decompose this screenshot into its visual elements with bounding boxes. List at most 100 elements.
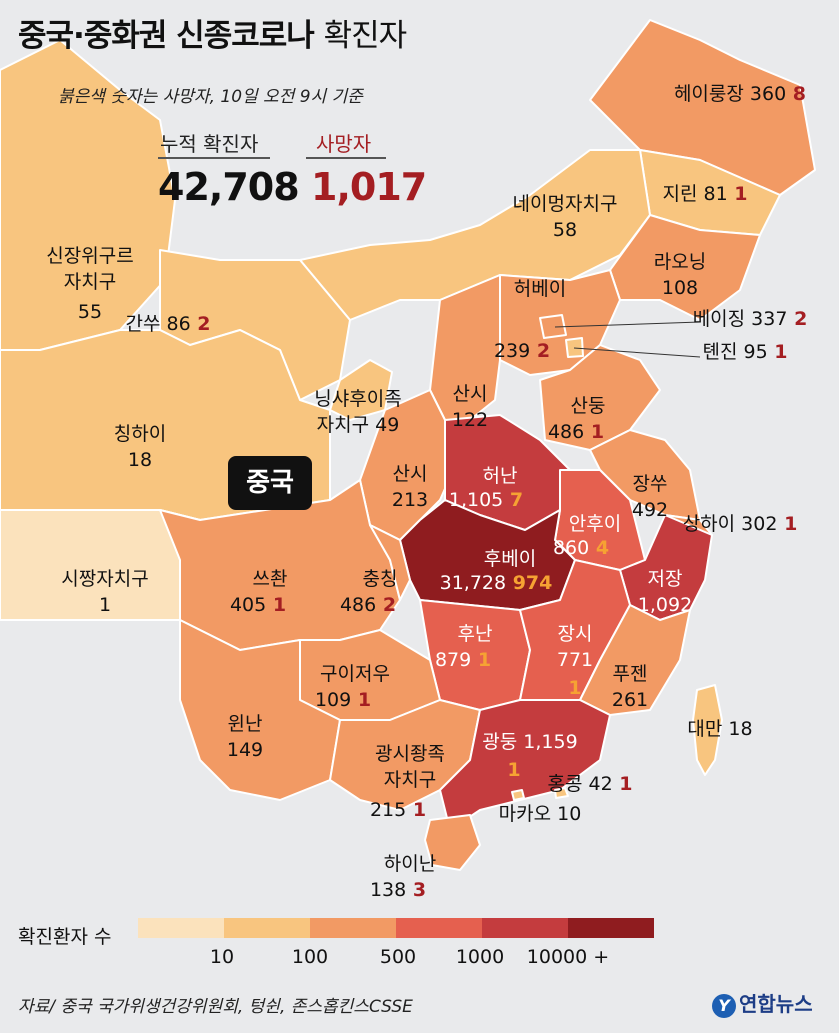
region-2-name: 네이멍자치구 [513,193,618,215]
region-31-deaths: 1 [613,773,633,795]
region-5-name-cases: 간쑤 86 [125,313,190,335]
total-deaths-label: 사망자 [316,132,372,156]
region-1-label: 지린 81 1 [662,183,747,205]
region-16-name: 안후이 [569,513,621,535]
total-deaths-underline [306,157,386,159]
region-15-cases: 492 [632,499,668,521]
region-16-label: 안후이 860 4 [553,513,621,559]
region-33-cases: 138 [370,879,406,901]
region-17-deaths: 1 [777,513,797,535]
region-28-cases: 215 [370,799,406,821]
legend-title: 확진환자 수 [18,926,112,948]
region-25-deaths: 1 [351,689,371,711]
region-6-deaths: 2 [530,340,550,362]
region-3-name: 라오닝 [654,251,706,273]
region-27-name: 윈난 [228,713,263,735]
region-30-name-cases: 대만 18 [687,718,752,740]
region-29-label: 광둥 1,159 1 [482,731,577,781]
region-23-name: 후난 [458,623,493,645]
region-22-name: 저장 [648,568,683,590]
region-20-name: 쓰촨 [253,568,288,590]
region-18-name: 후베이 [484,548,536,570]
total-cases-underline [158,157,270,159]
region-21-cases: 486 [340,594,376,616]
region-29-deaths: 1 [507,759,520,781]
region-22-label: 저장 1,092 [638,568,692,616]
region-12-cases: 18 [128,449,152,471]
region-13-name: 산시 [393,463,428,485]
region-3-label: 라오닝 108 [654,251,706,299]
region-21-shape [369,524,411,601]
region-1-name-cases: 지린 81 [662,183,727,205]
region-3-cases: 108 [662,277,698,299]
map-title: 중국·중화권 신종코로나 확진자 [18,10,408,55]
region-14-label: 허난 1,105 7 [449,465,523,511]
legend-swatch-3 [310,918,396,938]
region-18-label: 후베이 31,728 974 [440,548,553,594]
region-18-deaths: 974 [506,572,552,594]
region-33-shape [424,814,481,871]
region-10-name: 산시 [453,383,488,405]
region-5-deaths: 2 [191,313,211,335]
region-20-label: 쓰촨 405 1 [230,568,288,616]
region-30-label: 대만 18 [687,718,752,740]
legend-swatch-6 [568,918,654,938]
region-4-label: 신장위구르 자치구 55 [46,245,133,323]
map-title-light: 확진자 [323,18,408,54]
region-26-cases: 261 [612,689,648,711]
region-23-label: 후난 879 1 [435,623,493,671]
region-21-deaths: 2 [376,594,396,616]
region-4-cases: 55 [78,301,102,323]
region-23-deaths: 1 [471,649,491,671]
region-7-shape [539,314,567,339]
region-0-name-cases: 헤이룽장 360 [674,83,786,105]
region-32-label: 마카오 10 [499,803,582,825]
region-22-cases: 1,092 [638,594,692,616]
legend-tick-10000: 10000 + [526,946,610,968]
region-15-name: 장쑤 [633,473,668,495]
region-0-deaths: 8 [786,83,806,105]
region-14-name: 허난 [483,465,518,487]
legend-swatch-2 [224,918,310,938]
region-27-label: 윈난 149 [227,713,263,761]
region-33-deaths: 3 [406,879,426,901]
region-29-name-cases: 광둥 1,159 [482,731,577,753]
region-30-shape [692,684,723,776]
region-24-cases: 771 [557,649,593,671]
region-28-name-1: 광시좡족 [375,743,445,765]
region-24-label: 장시 771 1 [557,623,593,699]
region-28-label: 광시좡족 자치구 215 1 [370,743,445,821]
region-9-label: 닝샤후이족 자치구 49 [314,388,401,436]
region-6-label: 허베이 239 2 [494,278,566,362]
region-0-label: 헤이룽장 360 8 [674,83,806,105]
region-19-cases: 1 [99,594,111,616]
legend-swatch-1 [138,918,224,938]
region-16-deaths: 4 [589,537,609,559]
region-13-cases: 213 [392,489,428,511]
legend-swatch-5 [482,918,568,938]
region-11-deaths: 1 [584,421,604,443]
region-2-cases: 58 [553,219,577,241]
region-8-name-cases: 톈진 95 [702,341,767,363]
region-26-name: 푸젠 [613,663,648,685]
region-4-name-2: 자치구 [64,271,116,293]
region-10-label: 산시 122 [452,383,488,431]
region-1-deaths: 1 [728,183,748,205]
region-33-name: 하이난 [384,853,436,875]
region-26-shape [579,604,691,716]
yonhap-logo: Y 연합뉴스 [712,988,813,1018]
region-12-name: 칭하이 [114,423,166,445]
region-32-shape [511,789,525,801]
region-14-deaths: 7 [503,489,523,511]
map-subtitle: 붉은색 숫자는 사망자, 10일 오전 9시 기준 [58,87,363,107]
region-16-cases: 860 [553,537,589,559]
region-32-name-cases: 마카오 10 [499,803,582,825]
region-2-label: 네이멍자치구 58 [513,193,618,241]
legend-tick-100: 100 [291,946,329,968]
region-8-shape [565,337,584,358]
region-13-label: 산시 213 [392,463,428,511]
region-7-label: 베이징 337 2 [693,308,808,330]
region-24-name: 장시 [558,623,593,645]
region-7-deaths: 2 [787,308,807,330]
